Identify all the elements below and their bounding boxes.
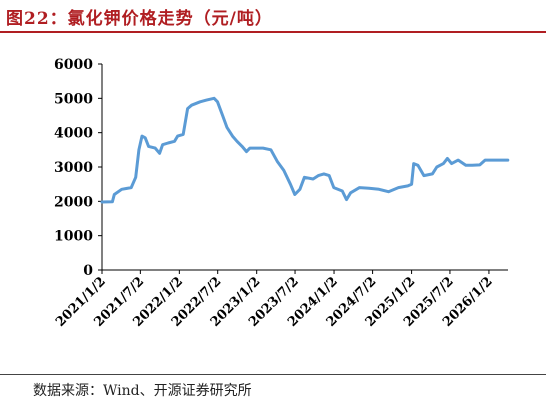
y-tick-label: 5000 <box>54 91 93 107</box>
price-series-line <box>100 96 510 204</box>
chart-title: 图22：氯化钾价格走势（元/吨） <box>6 9 273 29</box>
y-tick-label: 6000 <box>54 57 93 73</box>
plot-area <box>100 96 510 204</box>
y-tick-label: 1000 <box>54 229 93 245</box>
y-tick-label: 3000 <box>54 160 93 176</box>
footer-divider <box>0 374 546 375</box>
title-underline <box>0 31 546 33</box>
chart-axes <box>101 64 508 271</box>
y-tick-label: 2000 <box>54 194 93 210</box>
y-tick-label: 4000 <box>54 126 93 142</box>
x-axis-ticks: 2021/1/22021/7/22022/1/22022/7/22023/1/2… <box>53 270 496 330</box>
source-note: 数据来源：Wind、开源证券研究所 <box>33 383 252 399</box>
y-axis-ticks: 0 1000 2000 3000 4000 5000 6000 <box>54 57 102 279</box>
y-tick-label: 0 <box>83 263 93 279</box>
